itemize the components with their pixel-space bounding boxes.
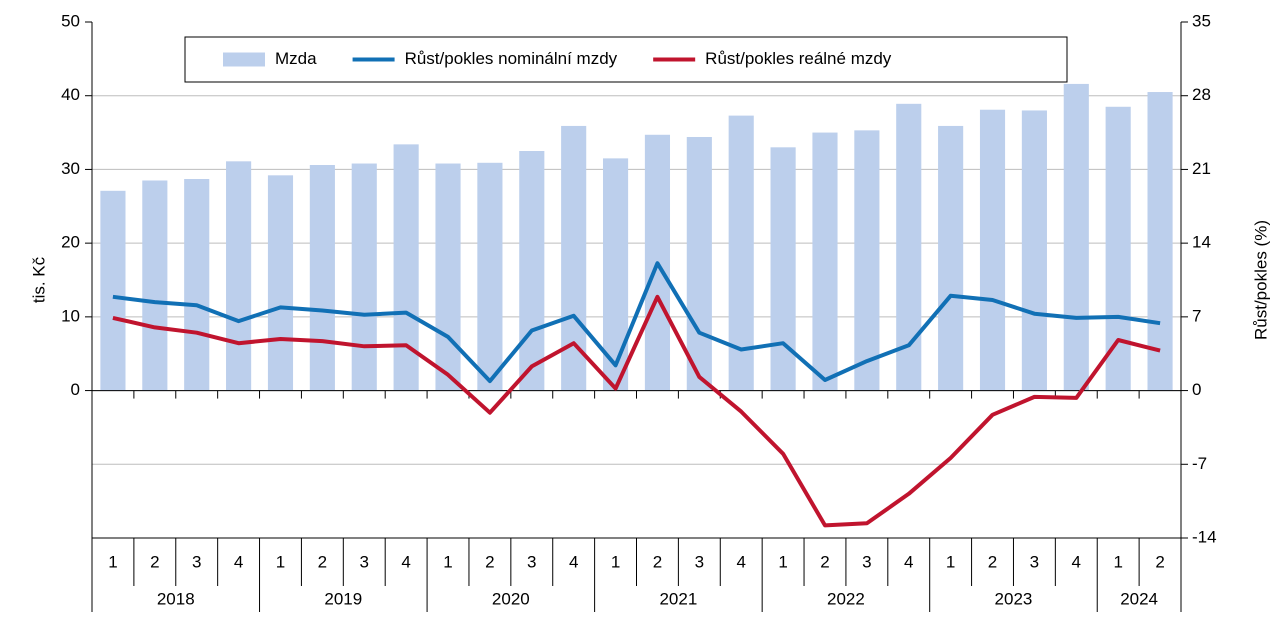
x-tick-label: 1 xyxy=(946,552,955,571)
y-axis-title: tis. Kč xyxy=(29,256,48,303)
line-series xyxy=(112,294,1161,528)
bar xyxy=(938,125,964,391)
x-tick-label: 3 xyxy=(862,552,871,571)
year-label: 2019 xyxy=(324,589,362,608)
legend-label: Mzda xyxy=(275,49,317,68)
legend-label: Růst/pokles nominální mzdy xyxy=(405,49,618,68)
bar xyxy=(979,109,1006,391)
x-tick-label: 4 xyxy=(904,552,913,571)
y2-tick-label: 35 xyxy=(1192,11,1211,30)
x-tick-label: 4 xyxy=(736,552,745,571)
bar xyxy=(1063,83,1089,391)
x-tick-label: 2 xyxy=(150,552,159,571)
x-tick-label: 3 xyxy=(695,552,704,571)
x-tick-label: 2 xyxy=(820,552,829,571)
x-tick-label: 4 xyxy=(401,552,410,571)
bar xyxy=(477,162,503,391)
bar xyxy=(100,190,126,391)
legend-swatch xyxy=(223,52,265,67)
x-tick-label: 2 xyxy=(1155,552,1164,571)
year-label: 2020 xyxy=(492,589,530,608)
year-label: 2022 xyxy=(827,589,865,608)
year-label: 2024 xyxy=(1120,589,1158,608)
x-tick-label: 1 xyxy=(1113,552,1122,571)
bar xyxy=(435,163,461,391)
y2-tick-label: 0 xyxy=(1192,380,1201,399)
year-label: 2023 xyxy=(995,589,1033,608)
x-tick-label: 3 xyxy=(1030,552,1039,571)
x-tick-label: 4 xyxy=(234,552,243,571)
bar xyxy=(142,180,168,391)
x-tick-label: 1 xyxy=(443,552,452,571)
x-tick-label: 3 xyxy=(527,552,536,571)
y2-tick-label: 7 xyxy=(1192,306,1201,325)
bar xyxy=(1105,106,1131,391)
bar xyxy=(770,147,796,391)
y-tick-label: 40 xyxy=(61,85,80,104)
y2-tick-label: -14 xyxy=(1192,527,1217,546)
bar xyxy=(267,175,294,391)
x-tick-label: 1 xyxy=(778,552,787,571)
bar xyxy=(351,163,377,391)
y-tick-label: 10 xyxy=(61,306,80,325)
legend-label: Růst/pokles reálné mzdy xyxy=(705,49,892,68)
x-tick-label: 1 xyxy=(611,552,620,571)
bar xyxy=(854,130,880,391)
x-tick-label: 2 xyxy=(485,552,494,571)
x-tick-label: 2 xyxy=(988,552,997,571)
bar xyxy=(226,161,252,391)
y-tick-label: 0 xyxy=(71,380,80,399)
y-tick-label: 30 xyxy=(61,159,80,178)
bar xyxy=(812,132,838,391)
x-tick-label: 3 xyxy=(360,552,369,571)
y2-tick-label: 14 xyxy=(1192,233,1211,252)
y-tick-label: 20 xyxy=(61,233,80,252)
bar xyxy=(602,158,629,391)
year-label: 2018 xyxy=(157,589,195,608)
y2-tick-label: -7 xyxy=(1192,454,1207,473)
x-tick-label: 2 xyxy=(653,552,662,571)
x-tick-label: 2 xyxy=(318,552,327,571)
bar xyxy=(309,165,335,391)
x-tick-label: 4 xyxy=(1072,552,1081,571)
bar xyxy=(1021,110,1047,391)
x-tick-label: 1 xyxy=(276,552,285,571)
line-series xyxy=(112,261,1161,384)
y2-tick-label: 28 xyxy=(1192,85,1211,104)
x-tick-label: 1 xyxy=(108,552,117,571)
legend-box xyxy=(184,36,1068,83)
y-tick-label: 50 xyxy=(61,11,80,30)
bar xyxy=(1147,92,1173,391)
year-label: 2021 xyxy=(659,589,697,608)
x-tick-label: 3 xyxy=(192,552,201,571)
x-tick-label: 4 xyxy=(569,552,578,571)
bar xyxy=(519,151,545,391)
bar xyxy=(686,136,712,391)
bar xyxy=(184,179,210,391)
y2-tick-label: 21 xyxy=(1192,159,1211,178)
y2-axis-title: Růst/pokles (%) xyxy=(1251,220,1270,340)
